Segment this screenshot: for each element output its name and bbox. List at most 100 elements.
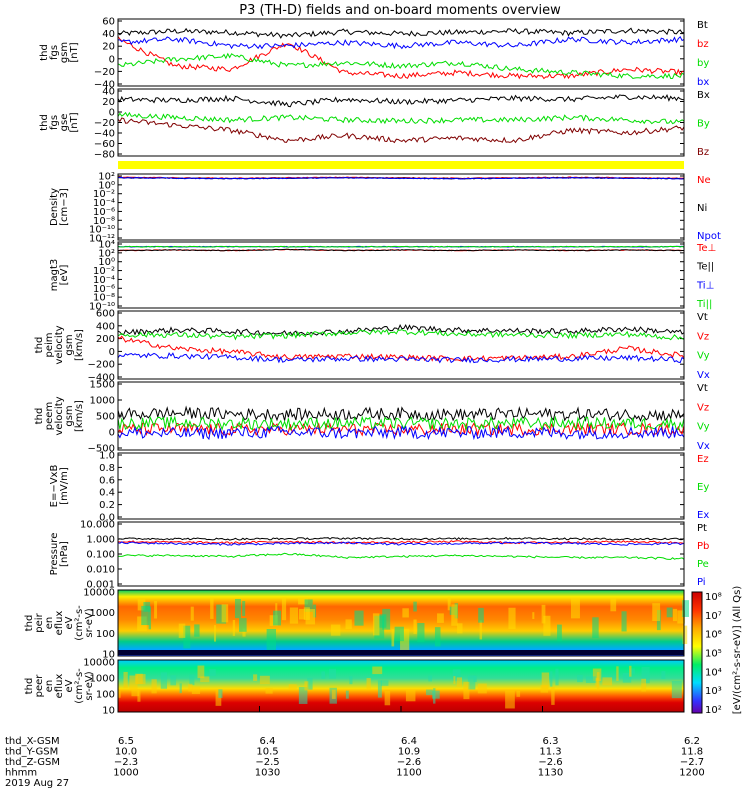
panel-ylabel: thd (39, 44, 50, 61)
spectrogram-stripe (413, 619, 417, 634)
x-tick-label: 6.4 (401, 736, 417, 747)
y-tick-label: 0 (109, 54, 115, 65)
panel-ylabel: E=−VxB (49, 465, 60, 508)
spectrogram-stripe (457, 623, 463, 634)
panel-frame (117, 589, 685, 657)
spectrogram-stripe (532, 612, 535, 620)
spectrogram-stripe (413, 601, 417, 612)
spectrogram-stripe (451, 604, 458, 626)
spectrogram-stripe (557, 624, 562, 642)
spectrogram-fill (118, 660, 684, 712)
panel-ylabel: thd (39, 114, 50, 131)
legend-label: Ez (697, 454, 709, 465)
legend-label: Bt (697, 20, 708, 31)
y-tick-label: −200 (88, 360, 115, 371)
legend-label: Ti|| (696, 299, 712, 310)
spectrogram-stripe (672, 608, 678, 622)
panel-ylabel: [km/s] (74, 329, 85, 361)
y-tick-label: 10⁻¹² (89, 234, 115, 245)
spectrogram-stripe (447, 596, 451, 611)
panel-ylabel: eV (64, 679, 75, 692)
legend-label: by (697, 58, 709, 69)
panel-ylabel: [cm−3] (59, 188, 70, 226)
x-tick-label: 1000 (113, 768, 138, 779)
panel-frame (117, 310, 685, 380)
series-line-bx (118, 35, 685, 50)
spectrogram-stripe (321, 671, 326, 679)
x-tick-label: 6.4 (260, 736, 276, 747)
x-tick-label: 6.5 (118, 736, 134, 747)
spectrogram-stripe (592, 617, 599, 639)
legend-label: Vy (697, 422, 710, 433)
spectrogram-stripe (610, 598, 617, 612)
y-tick-label: 10⁻¹⁰ (89, 225, 115, 236)
y-tick-label: 40 (102, 87, 115, 98)
y-tick-label: 10² (98, 248, 115, 259)
spectrogram-stripe (197, 665, 205, 679)
panel-frame (117, 241, 685, 309)
spectrogram-dark-band (118, 650, 684, 655)
x-tick-label: 11.8 (681, 747, 703, 758)
x-tick-label: −2.6 (397, 757, 421, 768)
spectrogram-stripe (200, 676, 210, 683)
spectrogram-stripe (307, 678, 313, 690)
spectrogram-stripe (377, 680, 382, 698)
panel-ylabel: thd (34, 337, 45, 354)
y-tick-label: 1000 (90, 674, 115, 685)
x-tick-label: 10.9 (398, 747, 420, 758)
spectrogram-stripe (477, 683, 487, 694)
spectrogram-stripe (602, 677, 613, 686)
legend-label: Vx (697, 441, 710, 452)
y-tick-label: 20 (102, 97, 115, 108)
spectrogram-stripe (467, 675, 476, 690)
series-line-vy (117, 328, 685, 341)
spectrogram-stripe (154, 601, 158, 619)
legend-label: Te⊥ (696, 243, 716, 254)
spectrogram-stripe (384, 691, 391, 706)
x-tick-label: 6.3 (543, 736, 559, 747)
series-line-vt (117, 405, 685, 423)
y-tick-label: −20 (94, 67, 115, 78)
legend-label: By (697, 119, 710, 130)
spectrogram-stripe (216, 604, 227, 624)
spectrogram-stripe (213, 625, 217, 642)
panel-ylabel: eflux (54, 611, 65, 636)
y-tick-label: −40 (94, 80, 115, 91)
spectrogram-stripe (289, 607, 299, 624)
y-tick-label: 0.001 (86, 580, 115, 591)
spectrogram-stripe (372, 613, 380, 636)
spectrogram-stripe (354, 610, 364, 626)
spectrogram-stripe (652, 603, 661, 622)
panel-ylabel: sr-eV) (84, 671, 95, 700)
spectrogram-stripe (585, 676, 596, 683)
y-tick-label: 1000 (90, 608, 115, 619)
y-tick-label: 10 (102, 706, 115, 717)
y-tick-label: 10⁻¹⁰ (89, 302, 115, 313)
x-tick-label: −2.7 (680, 757, 704, 768)
y-tick-label: 0.0 (99, 513, 115, 524)
series-line-bz (117, 117, 685, 144)
series-line-pt (117, 536, 685, 541)
legend-label: Bx (697, 90, 710, 101)
y-tick-label: 10⁰ (98, 257, 115, 268)
panel-ylabel: eV (64, 616, 75, 629)
x-tick-label: 1100 (396, 768, 421, 779)
spectrogram-stripe (479, 620, 483, 640)
series-line-bt (117, 27, 685, 39)
legend-label: Te|| (696, 262, 714, 273)
x-tick-label: 1130 (538, 768, 563, 779)
legend-label: bz (697, 39, 709, 50)
spectrogram-stripe (641, 666, 650, 684)
y-tick-label: −20 (94, 118, 115, 129)
spectrogram-stripe (131, 689, 140, 697)
legend-label: Pt (697, 523, 707, 534)
spectrogram-stripe (616, 666, 619, 681)
y-tick-label: 10⁴ (98, 240, 115, 251)
y-tick-label: 10⁻⁶ (93, 207, 115, 218)
y-tick-label: 200 (96, 334, 115, 345)
y-tick-label: 1.0 (99, 451, 115, 462)
legend-label: Vx (697, 370, 710, 381)
spectrogram-stripe (641, 678, 647, 692)
panel-ylabel: thd (34, 408, 45, 425)
